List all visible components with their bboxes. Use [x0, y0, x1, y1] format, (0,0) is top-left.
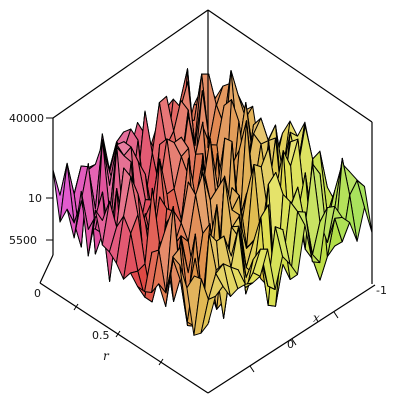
axis-ticks — [46, 117, 339, 373]
bounding-box — [39, 9, 376, 394]
y-tick-1 — [73, 303, 79, 311]
x-axis-label: x — [313, 311, 320, 325]
x-tick-label-neg1: -1 — [376, 284, 387, 297]
x-tick-label-0: 0 — [287, 338, 294, 351]
box-edge-front-left — [39, 254, 54, 284]
x-tick-3 — [333, 311, 339, 319]
box-edge-back-right-top — [207, 9, 373, 123]
z-tick-label-top: 40000 — [9, 112, 44, 125]
y-tick-3 — [158, 358, 164, 366]
surface-mesh — [52, 68, 373, 336]
x-tick-2 — [291, 338, 297, 346]
surface-cell — [200, 295, 216, 334]
box-edge-bottom-right — [207, 284, 376, 394]
y-tick-label-05: 0.5 — [92, 329, 110, 342]
z-tick-label-bottom: 5500 — [9, 234, 37, 247]
y-axis-label: r — [103, 349, 110, 363]
axis-labels: 40000 10 5500 0 0.5 r 0 x -1 — [9, 112, 387, 363]
box-edge-bottom-left — [39, 282, 209, 394]
y-tick-2 — [115, 330, 121, 338]
x-tick-1 — [249, 365, 255, 373]
z-tick-label-mid: 10 — [28, 192, 42, 205]
y-tick-label-0: 0 — [34, 287, 41, 300]
box-edge-back-left-top — [52, 9, 209, 119]
